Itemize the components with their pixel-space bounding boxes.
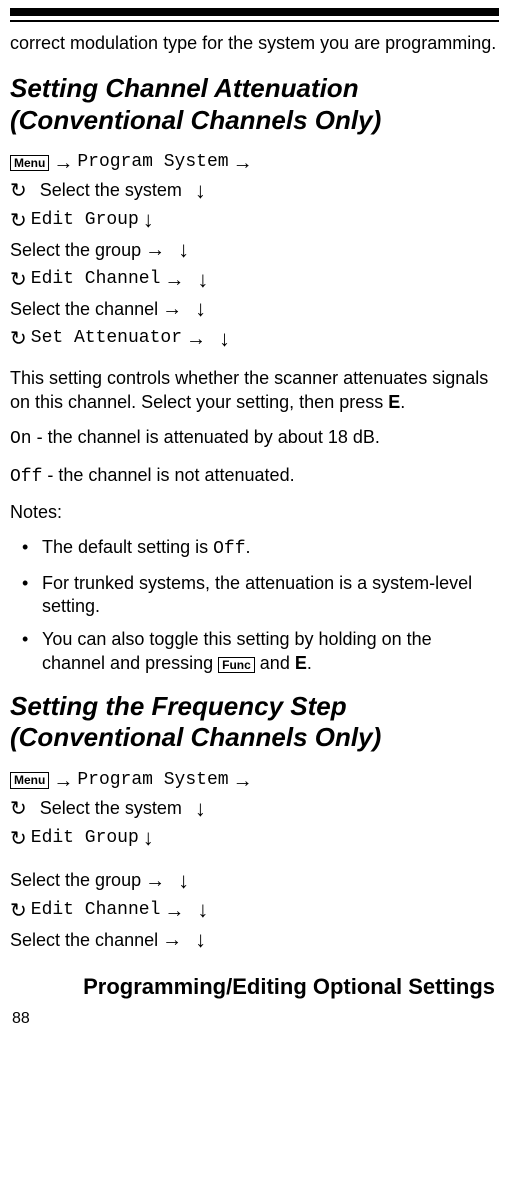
nav-line-7: ↺ Set Attenuator→ ↓ (10, 325, 499, 354)
nav-select-system: Select the system (40, 179, 182, 202)
nav-select-group: Select the group (10, 869, 141, 892)
section2-nav-2: Select the group → ↓ ↺ Edit Channel → ↓ … (10, 867, 499, 955)
arrow-down-icon: ↓ (178, 236, 189, 265)
nav-line-3: ↺ Edit Group ↓ (10, 206, 499, 235)
nav-line-4b: Select the group → ↓ (10, 867, 499, 896)
menu-button-icon: Menu (10, 155, 49, 171)
arrow-down-icon: ↓ (197, 896, 208, 925)
off-option: Off - the channel is not attenuated. (10, 464, 499, 489)
rotate-icon: ↺ (10, 208, 27, 234)
nav-set-attenuator: Set Attenuator (31, 327, 182, 350)
rotate-icon: ↺ (10, 267, 27, 293)
bullet1-post: . (246, 537, 251, 557)
arrow-down-icon: ↓ (197, 266, 208, 295)
rotate-icon: ↺ (10, 796, 27, 822)
arrow-right-icon: → (164, 898, 184, 924)
on-option: On - the channel is attenuated by about … (10, 426, 499, 451)
rotate-icon: ↺ (10, 898, 27, 924)
nav-line-6b: Select the channel → ↓ (10, 926, 499, 955)
nav-program-system: Program System (77, 151, 228, 174)
arrow-right-icon: → (186, 326, 206, 352)
notes-list: • The default setting is Off. • For trun… (10, 536, 499, 675)
menu-button-icon: Menu (10, 772, 49, 788)
nav-edit-group: Edit Group (31, 209, 139, 232)
arrow-down-icon: ↓ (195, 295, 206, 324)
arrow-down-icon: ↓ (195, 926, 206, 955)
rotate-icon: ↺ (10, 826, 27, 852)
desc-bold: E (388, 392, 400, 412)
desc-pre: This setting controls whether the scanne… (10, 368, 488, 411)
bullet-2: • For trunked systems, the attenuation i… (10, 572, 499, 619)
nav-select-channel: Select the channel (10, 298, 158, 321)
on-label: On (10, 429, 32, 449)
bullet-dot-icon: • (22, 536, 42, 561)
bullet2-text: For trunked systems, the attenuation is … (42, 572, 499, 619)
arrow-down-icon: ↓ (143, 824, 154, 853)
arrow-down-icon: ↓ (219, 325, 230, 354)
bullet-dot-icon: • (22, 572, 42, 619)
nav-select-system: Select the system (40, 797, 182, 820)
rotate-icon: ↺ (10, 326, 27, 352)
section2-nav: Menu → Program System → ↺ Select the sys… (10, 768, 499, 853)
bullet1-pre: The default setting is (42, 537, 213, 557)
bullet-dot-icon: • (22, 628, 42, 675)
section1-nav: Menu → Program System → ↺ Select the sys… (10, 150, 499, 354)
nav-edit-channel: Edit Channel (31, 268, 161, 291)
nav-line-3b: ↺ Edit Group ↓ (10, 824, 499, 853)
nav-select-channel: Select the channel (10, 929, 158, 952)
nav-line-4: Select the group → ↓ (10, 236, 499, 265)
arrow-down-icon: ↓ (178, 867, 189, 896)
nav-edit-channel: Edit Channel (31, 899, 161, 922)
bullet3-bold: E (295, 653, 307, 673)
bullet3-mid: and (255, 653, 295, 673)
arrow-down-icon: ↓ (143, 206, 154, 235)
bullet-3: • You can also toggle this setting by ho… (10, 628, 499, 675)
arrow-right-icon: → (145, 868, 165, 894)
off-label: Off (10, 467, 42, 487)
on-text: - the channel is attenuated by about 18 … (32, 427, 380, 447)
section1-desc: This setting controls whether the scanne… (10, 367, 499, 414)
arrow-right-icon: → (164, 267, 184, 293)
nav-select-group: Select the group (10, 239, 141, 262)
section2-heading: Setting the Frequency Step (Conventional… (10, 691, 499, 753)
nav-line-2: ↺ Select the system ↓ (10, 177, 499, 206)
nav-line-5b: ↺ Edit Channel → ↓ (10, 896, 499, 925)
arrow-right-icon: → (233, 768, 253, 794)
arrow-down-icon: ↓ (195, 177, 206, 206)
nav-line-1b: Menu → Program System → (10, 768, 499, 794)
rotate-icon: ↺ (10, 178, 27, 204)
nav-line-5: ↺ Edit Channel → ↓ (10, 266, 499, 295)
top-rule-thick (10, 8, 499, 16)
top-rule-thin (10, 20, 499, 22)
arrow-right-icon: → (233, 150, 253, 176)
arrow-down-icon: ↓ (195, 795, 206, 824)
nav-line-2b: ↺ Select the system ↓ (10, 795, 499, 824)
func-button-icon: Func (218, 657, 255, 673)
arrow-right-icon: → (53, 150, 73, 176)
intro-text: correct modulation type for the system y… (10, 32, 499, 55)
bullet-1: • The default setting is Off. (10, 536, 499, 561)
arrow-right-icon: → (162, 296, 182, 322)
desc-post: . (400, 392, 405, 412)
off-text: - the channel is not attenuated. (42, 465, 294, 485)
nav-line-6: Select the channel → ↓ (10, 295, 499, 324)
nav-line-1: Menu → Program System → (10, 150, 499, 176)
nav-edit-group: Edit Group (31, 827, 139, 850)
notes-label: Notes: (10, 501, 499, 524)
footer-title: Programming/Editing Optional Settings (10, 973, 499, 1002)
page-number: 88 (10, 1009, 499, 1030)
bullet1-code: Off (213, 539, 245, 559)
arrow-right-icon: → (162, 927, 182, 953)
nav-program-system: Program System (77, 769, 228, 792)
arrow-right-icon: → (145, 237, 165, 263)
section1-heading: Setting Channel Attenuation (Conventiona… (10, 73, 499, 135)
bullet3-post: . (307, 653, 312, 673)
arrow-right-icon: → (53, 768, 73, 794)
